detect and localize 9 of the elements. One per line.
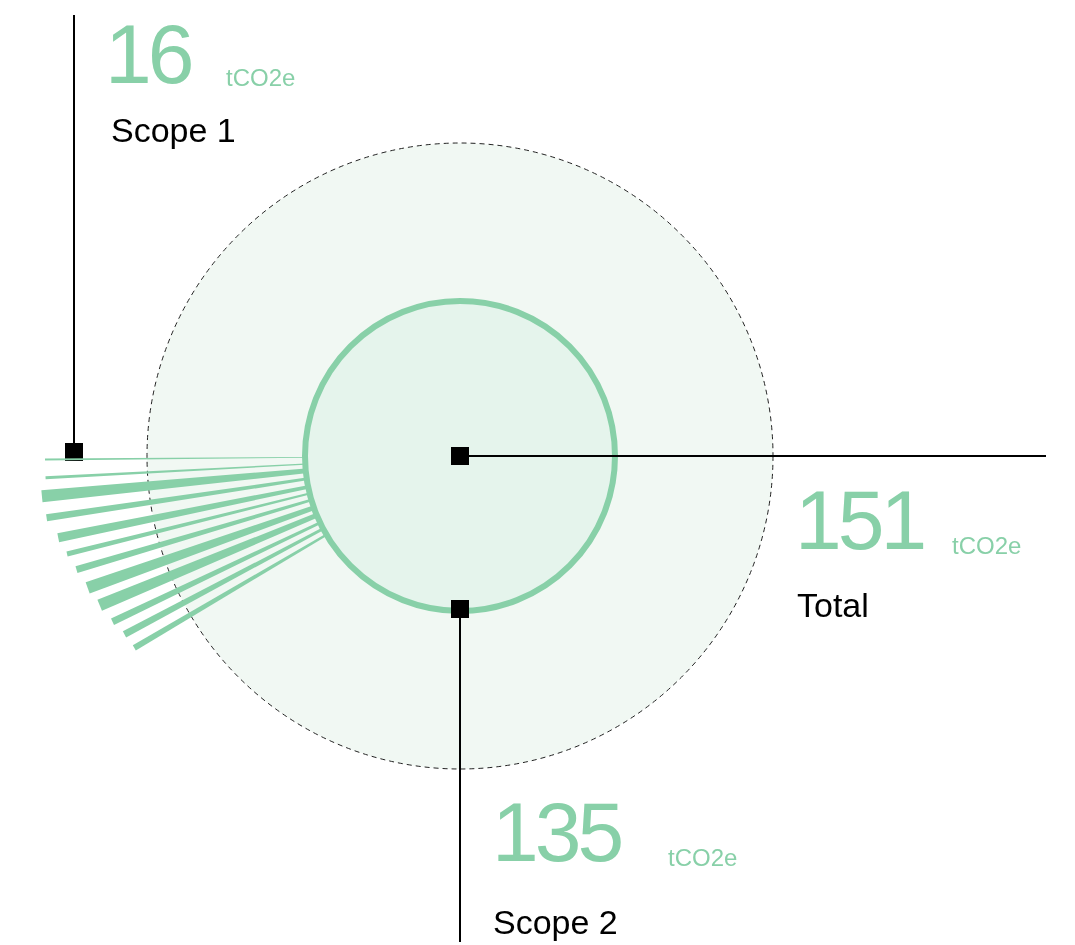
text: tCO2e bbox=[952, 532, 1022, 559]
category-label: Total bbox=[797, 586, 869, 624]
category-label: Scope 1 bbox=[111, 111, 236, 149]
data-label: 151 bbox=[795, 473, 924, 567]
data-label: 16 bbox=[105, 7, 191, 101]
text: tCO2e bbox=[226, 64, 296, 91]
category-label: Scope 2 bbox=[493, 903, 618, 941]
data-label: 135 bbox=[492, 785, 621, 879]
text: tCO2e bbox=[668, 844, 738, 871]
